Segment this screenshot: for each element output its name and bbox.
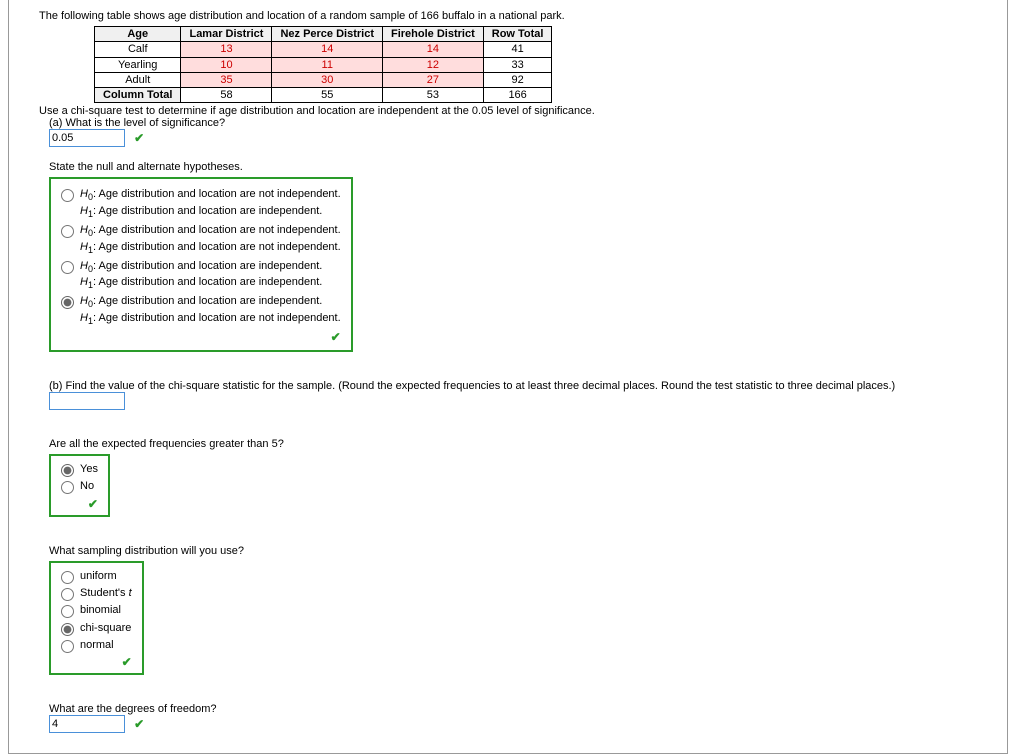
dist-normal-label: normal <box>80 638 114 653</box>
row-age: Adult <box>95 72 181 87</box>
part-a-question: (a) What is the level of significance? <box>49 117 977 129</box>
radio-hyp-2[interactable] <box>61 225 74 238</box>
radio-hyp-3[interactable] <box>61 261 74 274</box>
dist-uniform-label: uniform <box>80 569 117 584</box>
hyp-2-h0: Age distribution and location are not in… <box>98 224 340 236</box>
radio-dist-chisquare[interactable] <box>61 623 74 636</box>
hyp-option-3[interactable]: H0: Age distribution and location are in… <box>61 259 341 293</box>
grand-total: 166 <box>483 88 552 103</box>
th-firehole: Firehole District <box>383 27 484 42</box>
cell: 10 <box>181 57 272 72</box>
freq-box: Yes No ✔ <box>49 454 110 517</box>
table-row-foot: Column Total 58 55 53 166 <box>95 88 552 103</box>
dist-student-t: t <box>129 587 132 599</box>
check-icon: ✔ <box>134 717 144 731</box>
freq-no[interactable]: No <box>61 479 98 494</box>
hyp-4-h0: Age distribution and location are indepe… <box>98 295 322 307</box>
th-lamar: Lamar District <box>181 27 272 42</box>
col-total-label: Column Total <box>95 88 181 103</box>
cell: 27 <box>383 72 484 87</box>
freq-yes-label: Yes <box>80 462 98 477</box>
col-total: 55 <box>272 88 383 103</box>
radio-hyp-4[interactable] <box>61 296 74 309</box>
dist-box: uniform Student's t binomial chi-square … <box>49 561 144 676</box>
check-icon: ✔ <box>134 131 144 145</box>
directive-text: Use a chi-square test to determine if ag… <box>39 105 977 117</box>
hyp-option-4[interactable]: H0: Age distribution and location are in… <box>61 294 341 328</box>
cell: 13 <box>181 42 272 57</box>
th-nez: Nez Perce District <box>272 27 383 42</box>
intro-text: The following table shows age distributi… <box>39 10 977 22</box>
radio-hyp-1[interactable] <box>61 189 74 202</box>
part-a: (a) What is the level of significance? ✔ <box>49 117 977 147</box>
dist-section: What sampling distribution will you use?… <box>49 545 977 676</box>
dist-chisquare[interactable]: chi-square <box>61 621 132 636</box>
col-total: 53 <box>383 88 484 103</box>
hypotheses-box: H0: Age distribution and location are no… <box>49 177 353 351</box>
row-age: Yearling <box>95 57 181 72</box>
freq-yes[interactable]: Yes <box>61 462 98 477</box>
cell: 12 <box>383 57 484 72</box>
dist-binomial[interactable]: binomial <box>61 603 132 618</box>
hyp-option-1[interactable]: H0: Age distribution and location are no… <box>61 187 341 221</box>
dist-student-label: Student's <box>80 587 129 599</box>
cell: 11 <box>272 57 383 72</box>
radio-dist-normal[interactable] <box>61 640 74 653</box>
part-b: (b) Find the value of the chi-square sta… <box>49 380 977 410</box>
check-icon: ✔ <box>61 330 341 344</box>
table-row: Yearling 10 11 12 33 <box>95 57 552 72</box>
dist-chisquare-label: chi-square <box>80 621 131 636</box>
hyp-2-h1: Age distribution and location are not in… <box>98 241 340 253</box>
hyp-4-h1: Age distribution and location are not in… <box>98 312 340 324</box>
th-age: Age <box>95 27 181 42</box>
cell: 35 <box>181 72 272 87</box>
hypotheses-section: State the null and alternate hypotheses.… <box>49 161 977 351</box>
dof-input[interactable] <box>49 715 125 733</box>
dof-question: What are the degrees of freedom? <box>49 703 977 715</box>
hyp-1-h0: Age distribution and location are not in… <box>98 188 340 200</box>
row-age: Calf <box>95 42 181 57</box>
radio-dist-student[interactable] <box>61 588 74 601</box>
check-icon: ✔ <box>61 497 98 511</box>
row-total: 33 <box>483 57 552 72</box>
cell: 14 <box>383 42 484 57</box>
dist-question: What sampling distribution will you use? <box>49 545 977 557</box>
dist-student[interactable]: Student's t <box>61 586 132 601</box>
data-table: Age Lamar District Nez Perce District Fi… <box>94 26 552 103</box>
freq-no-label: No <box>80 479 94 494</box>
radio-dist-uniform[interactable] <box>61 571 74 584</box>
part-b-question: (b) Find the value of the chi-square sta… <box>49 380 977 392</box>
hyp-3-h0: Age distribution and location are indepe… <box>98 260 322 272</box>
dist-normal[interactable]: normal <box>61 638 132 653</box>
chi-square-input[interactable] <box>49 392 125 410</box>
cell: 30 <box>272 72 383 87</box>
dist-binomial-label: binomial <box>80 603 121 618</box>
radio-dist-binomial[interactable] <box>61 605 74 618</box>
question-container: The following table shows age distributi… <box>8 0 1008 754</box>
col-total: 58 <box>181 88 272 103</box>
hypotheses-title: State the null and alternate hypotheses. <box>49 161 977 173</box>
radio-freq-no[interactable] <box>61 481 74 494</box>
hyp-1-h1: Age distribution and location are indepe… <box>98 205 322 217</box>
hyp-3-h1: Age distribution and location are indepe… <box>98 276 322 288</box>
row-total: 41 <box>483 42 552 57</box>
table-row: Calf 13 14 14 41 <box>95 42 552 57</box>
table-row: Adult 35 30 27 92 <box>95 72 552 87</box>
th-rowtotal: Row Total <box>483 27 552 42</box>
hyp-option-2[interactable]: H0: Age distribution and location are no… <box>61 223 341 257</box>
radio-freq-yes[interactable] <box>61 464 74 477</box>
significance-input[interactable] <box>49 129 125 147</box>
row-total: 92 <box>483 72 552 87</box>
freq-section: Are all the expected frequencies greater… <box>49 438 977 517</box>
cell: 14 <box>272 42 383 57</box>
dof-section: What are the degrees of freedom? ✔ <box>49 703 977 733</box>
dist-uniform[interactable]: uniform <box>61 569 132 584</box>
check-icon: ✔ <box>61 655 132 669</box>
freq-question: Are all the expected frequencies greater… <box>49 438 977 450</box>
